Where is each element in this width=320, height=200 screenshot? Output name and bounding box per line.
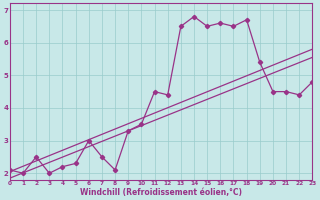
X-axis label: Windchill (Refroidissement éolien,°C): Windchill (Refroidissement éolien,°C) (80, 188, 242, 197)
